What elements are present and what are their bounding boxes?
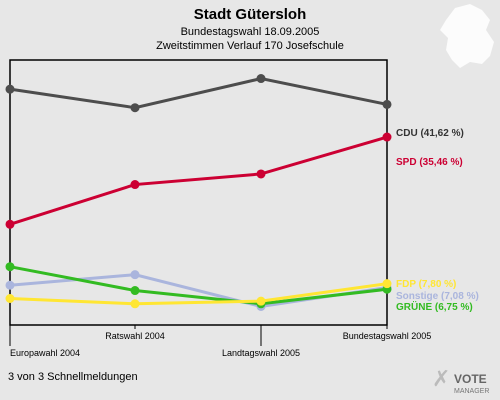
vote-manager-logo: ✗ VOTE MANAGER — [432, 366, 489, 395]
svg-text:MANAGER: MANAGER — [454, 388, 489, 395]
svg-text:✗: ✗ — [432, 366, 450, 391]
data-point — [256, 169, 266, 179]
data-point — [130, 270, 140, 280]
chart-subtitle-2: Zweitstimmen Verlauf 170 Josefschule — [156, 40, 344, 52]
x-tick-label: Landtagswahl 2005 — [222, 348, 300, 358]
data-point — [382, 132, 392, 142]
series-end-label: GRÜNE (6,75 %) — [396, 300, 473, 313]
data-point — [130, 103, 140, 113]
data-point — [5, 84, 15, 94]
series-end-label: Sonstige (7,08 %) — [396, 291, 479, 302]
germany-map-icon — [440, 4, 494, 68]
x-tick-label: Ratswahl 2004 — [105, 331, 165, 341]
data-point — [5, 262, 15, 272]
data-point — [5, 294, 15, 303]
series-line-fdp — [9, 282, 388, 306]
data-point — [130, 180, 140, 190]
chart-subtitle-1: Bundestagswahl 18.09.2005 — [181, 26, 320, 38]
data-point — [5, 280, 15, 290]
series-line-cdu — [9, 77, 388, 110]
x-tick-label: Bundestagswahl 2005 — [343, 331, 432, 341]
series-line-spd — [9, 135, 388, 226]
chart-title: Stadt Gütersloh — [194, 6, 307, 23]
plot-area — [9, 59, 388, 326]
footer-note: 3 von 3 Schnellmeldungen — [8, 371, 138, 383]
data-point — [130, 299, 140, 309]
data-point — [382, 279, 392, 289]
data-point — [130, 286, 140, 296]
data-point — [256, 296, 266, 306]
series-end-label: FDP (7,80 %) — [396, 279, 456, 290]
svg-text:VOTE: VOTE — [454, 372, 487, 386]
data-point — [256, 74, 266, 84]
series-end-label: CDU (41,62 %) — [396, 128, 464, 139]
series-end-label: SPD (35,46 %) — [396, 157, 463, 168]
x-tick-label: Europawahl 2004 — [10, 348, 80, 358]
data-point — [382, 99, 392, 109]
series-line-grne — [9, 265, 388, 306]
data-point — [5, 219, 15, 229]
